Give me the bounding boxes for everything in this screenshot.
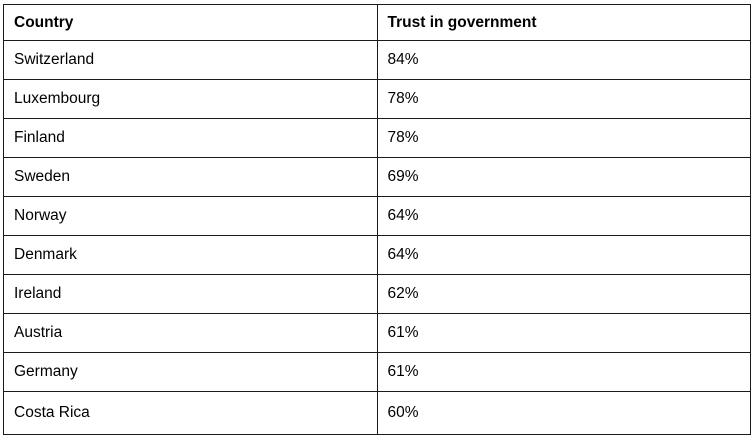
country-cell: Switzerland bbox=[3, 40, 378, 80]
table-row: Ireland 62% bbox=[3, 274, 751, 314]
country-cell: Denmark bbox=[3, 235, 378, 275]
trust-cell: 78% bbox=[376, 118, 751, 158]
country-cell: Ireland bbox=[3, 274, 378, 314]
table-row: Costa Rica 60% bbox=[3, 391, 751, 435]
trust-cell: 84% bbox=[376, 40, 751, 80]
trust-cell: 64% bbox=[376, 196, 751, 236]
trust-in-government-table: Country Trust in government Switzerland … bbox=[3, 4, 751, 435]
column-header-country: Country bbox=[3, 4, 378, 41]
country-cell: Finland bbox=[3, 118, 378, 158]
country-cell: Sweden bbox=[3, 157, 378, 197]
table-row: Denmark 64% bbox=[3, 235, 751, 275]
country-cell: Austria bbox=[3, 313, 378, 353]
header-row: Country Trust in government bbox=[3, 4, 751, 41]
country-cell: Luxembourg bbox=[3, 79, 378, 119]
trust-cell: 61% bbox=[376, 352, 751, 392]
column-header-trust: Trust in government bbox=[376, 4, 751, 41]
table-row: Germany 61% bbox=[3, 352, 751, 392]
trust-cell: 61% bbox=[376, 313, 751, 353]
table-row: Norway 64% bbox=[3, 196, 751, 236]
trust-cell: 78% bbox=[376, 79, 751, 119]
table-row: Austria 61% bbox=[3, 313, 751, 353]
trust-table-container: Country Trust in government Switzerland … bbox=[3, 4, 751, 435]
table-row: Luxembourg 78% bbox=[3, 79, 751, 119]
country-cell: Norway bbox=[3, 196, 378, 236]
table-row: Finland 78% bbox=[3, 118, 751, 158]
trust-cell: 64% bbox=[376, 235, 751, 275]
country-cell: Costa Rica bbox=[3, 391, 378, 435]
trust-cell: 62% bbox=[376, 274, 751, 314]
country-cell: Germany bbox=[3, 352, 378, 392]
table-row: Sweden 69% bbox=[3, 157, 751, 197]
trust-cell: 60% bbox=[376, 391, 751, 435]
table-row: Switzerland 84% bbox=[3, 40, 751, 80]
trust-cell: 69% bbox=[376, 157, 751, 197]
